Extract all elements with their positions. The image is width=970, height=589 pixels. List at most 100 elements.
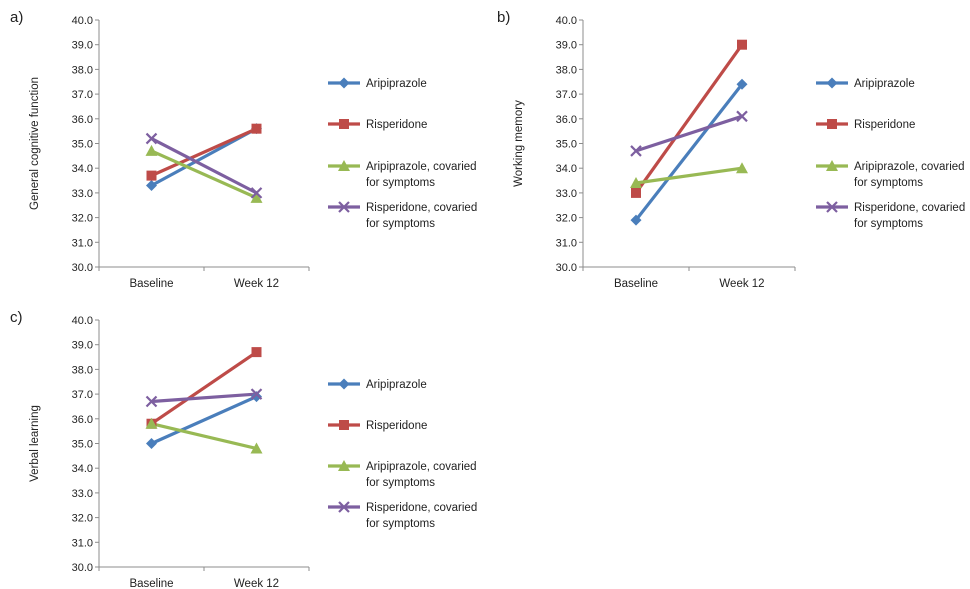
- y-tick-label: 40.0: [556, 15, 577, 27]
- data-point-risperidone-covaried-for-symptoms-stroke-2: [250, 187, 263, 199]
- panel-a: a) 30.0 31.0 32.0 33.0 34.0 35.0 36.0 37.0 38.0 39…: [10, 9, 477, 290]
- legend-label: Aripiprazole: [366, 379, 427, 391]
- data-point-risperidone: [251, 347, 262, 358]
- data-point-aripiprazole-covaried-for-symptoms: [630, 177, 642, 189]
- legend-label: Aripiprazole, covaried: [366, 161, 477, 173]
- data-point-aripiprazole-covaried-for-symptoms: [250, 191, 263, 203]
- series-line-aripiprazole: [634, 83, 744, 222]
- y-tick-label: 35.0: [72, 139, 93, 151]
- y-tick-label: 38.0: [556, 64, 577, 76]
- series-line-aripiprazole: [150, 395, 258, 445]
- y-tick-label: 35.0: [72, 439, 93, 451]
- legend-label: for symptoms: [366, 177, 435, 189]
- panel-label: b): [497, 9, 510, 26]
- data-point-risperidone-covaried-for-symptoms-stroke-2: [145, 395, 158, 408]
- y-tick-label: 31.0: [556, 237, 577, 249]
- legend-swatch-marker: [826, 77, 838, 89]
- y-tick-label: 33.0: [72, 488, 93, 500]
- y-tick-label: 40.0: [72, 15, 93, 27]
- y-tick-label: 31.0: [72, 237, 93, 249]
- legend-label: for symptoms: [366, 477, 435, 489]
- legend: Aripiprazole Risperidone Aripiprazole, cov…: [328, 378, 477, 530]
- panel-c: c) 30.0 31.0 32.0 33.0 34.0 35.0 36.0 37.0 38.0 39…: [10, 309, 477, 589]
- y-tick-label: 31.0: [72, 537, 93, 549]
- y-tick-label: 38.0: [72, 64, 93, 76]
- legend-swatch-marker: [338, 160, 350, 171]
- data-point-aripiprazole: [146, 438, 157, 449]
- data-point-risperidone-covaried-for-symptoms-stroke-2: [630, 145, 642, 157]
- y-axis-label: Verbal learning: [29, 405, 41, 482]
- series-line-risperidone-covaried-for-symptoms: [151, 392, 257, 404]
- legend-label: Risperidone: [366, 420, 427, 432]
- legend-item-aripiprazole-covaried-for-symptoms: Aripiprazole, covaried for symptoms: [328, 160, 477, 189]
- legend-label: Aripiprazole, covaried: [854, 161, 965, 173]
- series-line-risperidone-covaried-for-symptoms: [635, 114, 743, 153]
- y-tick-label: 37.0: [72, 89, 93, 101]
- y-tick-label: 34.0: [72, 463, 93, 475]
- legend-label: for symptoms: [366, 518, 435, 530]
- y-tick-label: 30.0: [72, 262, 93, 274]
- y-tick-label: 32.0: [72, 213, 93, 225]
- data-point-risperidone-covaried-for-symptoms: [250, 388, 263, 400]
- legend-label: Risperidone, covaried: [854, 202, 965, 214]
- y-tick-label: 34.0: [556, 163, 577, 175]
- y-tick-label: 37.0: [556, 89, 577, 101]
- x-tick-label: Baseline: [614, 278, 658, 290]
- y-tick-label: 33.0: [556, 188, 577, 200]
- data-point-aripiprazole-covaried-for-symptoms: [736, 162, 748, 174]
- data-point-aripiprazole-covaried-for-symptoms: [145, 144, 158, 156]
- panel-label: c): [10, 309, 23, 326]
- legend-swatch-marker: [826, 160, 838, 171]
- legend-item-aripiprazole-covaried-for-symptoms: Aripiprazole, covaried for symptoms: [816, 160, 965, 189]
- legend-swatch-marker: [338, 201, 350, 213]
- y-tick-label: 30.0: [72, 562, 93, 574]
- y-tick-label: 32.0: [72, 513, 93, 525]
- panel-b: b) 30.0 31.0 32.0 33.0 34.0 35.0 36.0 37.0 38.0 39…: [497, 9, 965, 290]
- data-point-risperidone: [251, 123, 262, 134]
- legend-item-aripiprazole: Aripiprazole: [328, 378, 427, 391]
- series-line-risperidone: [150, 350, 258, 426]
- legend-item-risperidone-covaried-for-symptoms: Risperidone, covaried for symptoms: [328, 501, 477, 530]
- legend-label: for symptoms: [854, 218, 923, 230]
- legend-label: Risperidone, covaried: [366, 502, 477, 514]
- y-tick-label: 35.0: [556, 139, 577, 151]
- legend-label: for symptoms: [854, 177, 923, 189]
- data-point-risperidone-covaried-for-symptoms: [145, 395, 158, 408]
- data-point-aripiprazole: [630, 214, 642, 226]
- data-point-aripiprazole-covaried-for-symptoms: [145, 417, 158, 429]
- y-axis-label: General cognitive function: [29, 77, 41, 210]
- data-point-risperidone-covaried-for-symptoms-stroke-2: [145, 132, 158, 145]
- legend-label: Aripiprazole, covaried: [366, 461, 477, 473]
- legend-label: for symptoms: [366, 218, 435, 230]
- data-point-risperidone-covaried-for-symptoms-stroke-2: [250, 388, 263, 400]
- series-line-aripiprazole-covaried-for-symptoms: [151, 422, 257, 450]
- legend-label: Risperidone: [854, 119, 915, 131]
- data-point-risperidone-covaried-for-symptoms-stroke-2: [736, 110, 748, 123]
- legend-item-risperidone: Risperidone: [328, 420, 427, 432]
- legend-label: Aripiprazole: [366, 78, 427, 90]
- legend-swatch-marker: [338, 501, 350, 513]
- data-point-risperidone: [737, 39, 747, 50]
- x-tick-label: Week 12: [719, 278, 764, 290]
- y-tick-label: 37.0: [72, 389, 93, 401]
- data-point-risperidone-covaried-for-symptoms: [250, 187, 263, 199]
- x-tick-label: Baseline: [129, 278, 173, 290]
- legend-swatch-marker: [338, 77, 350, 89]
- legend-swatch-marker-stroke-2: [338, 501, 350, 513]
- data-point-risperidone-covaried-for-symptoms: [630, 145, 642, 157]
- y-tick-label: 39.0: [556, 40, 577, 52]
- legend-swatch-marker: [339, 420, 349, 430]
- panel-label: a): [10, 9, 23, 26]
- legend-label: Aripiprazole: [854, 78, 915, 90]
- data-point-aripiprazole-covaried-for-symptoms: [250, 442, 263, 454]
- x-tick-label: Week 12: [234, 278, 279, 290]
- legend-item-aripiprazole: Aripiprazole: [328, 77, 427, 90]
- legend-item-risperidone: Risperidone: [816, 119, 915, 131]
- data-point-aripiprazole: [146, 179, 157, 191]
- y-tick-label: 34.0: [72, 163, 93, 175]
- data-point-risperidone-covaried-for-symptoms: [145, 132, 158, 145]
- legend-label: Risperidone, covaried: [366, 202, 477, 214]
- data-point-aripiprazole: [251, 391, 262, 403]
- data-point-risperidone-covaried-for-symptoms: [736, 110, 748, 123]
